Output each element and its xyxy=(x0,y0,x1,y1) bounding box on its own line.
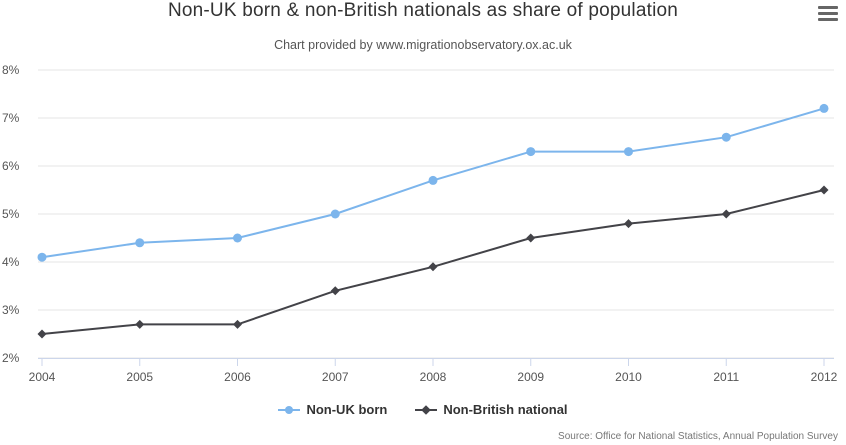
data-point xyxy=(819,103,829,113)
hamburger-icon-bar xyxy=(818,12,838,15)
data-point xyxy=(37,329,47,339)
y-tick-label: 6% xyxy=(2,159,20,173)
data-point xyxy=(330,209,340,219)
data-point xyxy=(819,185,829,195)
data-point xyxy=(233,233,242,243)
data-point xyxy=(135,319,145,329)
data-point xyxy=(37,252,47,262)
x-tick-label: 2012 xyxy=(811,370,838,384)
y-tick-label: 3% xyxy=(2,303,20,317)
x-tick-label: 2011 xyxy=(713,370,739,384)
x-tick-label: 2004 xyxy=(29,370,56,384)
legend-item[interactable]: Non-British national xyxy=(415,402,568,417)
legend-label: Non-UK born xyxy=(306,402,388,417)
x-tick-label: 2005 xyxy=(126,370,153,384)
data-point xyxy=(526,233,536,243)
diamond-marker-icon xyxy=(415,404,438,416)
data-point xyxy=(428,262,438,272)
circle-marker-icon xyxy=(278,404,301,416)
data-point xyxy=(135,238,145,248)
hamburger-icon-bar xyxy=(818,18,838,21)
x-tick-label: 2010 xyxy=(615,370,642,384)
chart-subtitle: Chart provided by www.migrationobservato… xyxy=(274,38,572,52)
data-point xyxy=(721,209,731,219)
y-tick-label: 5% xyxy=(2,207,20,221)
y-tick-label: 7% xyxy=(2,111,20,125)
data-point xyxy=(624,219,633,229)
chart-credits[interactable]: Source: Office for National Statistics, … xyxy=(558,431,838,442)
chart-title: Non-UK born & non-British nationals as s… xyxy=(167,0,679,21)
x-tick-label: 2006 xyxy=(224,370,251,384)
data-point xyxy=(330,286,340,296)
data-point xyxy=(233,319,242,329)
x-tick-label: 2009 xyxy=(517,370,544,384)
y-tick-label: 8% xyxy=(2,63,20,77)
chart-legend: Non-UK born Non-British national xyxy=(0,402,846,417)
legend-label: Non-British national xyxy=(443,402,568,417)
y-tick-label: 4% xyxy=(2,255,20,269)
data-point xyxy=(526,147,536,157)
y-tick-label: 2% xyxy=(2,351,20,365)
data-point xyxy=(721,132,731,142)
data-point xyxy=(428,175,438,185)
chart-menu-button[interactable] xyxy=(818,6,838,22)
hamburger-icon-bar xyxy=(818,6,838,9)
x-tick-label: 2007 xyxy=(322,370,349,384)
legend-item[interactable]: Non-UK born xyxy=(278,402,387,417)
x-tick-label: 2008 xyxy=(420,370,447,384)
data-point xyxy=(624,147,633,157)
